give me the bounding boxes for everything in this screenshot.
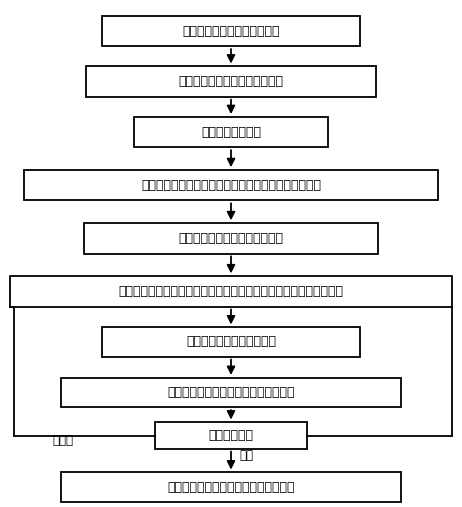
Bar xyxy=(61,378,401,407)
Text: 计算得到各支路电流和各负荷节点电压: 计算得到各支路电流和各负荷节点电压 xyxy=(167,386,295,399)
Text: 确定各负荷节点电压初始值: 确定各负荷节点电压初始值 xyxy=(186,336,276,348)
Bar xyxy=(84,223,378,254)
Bar xyxy=(134,117,328,148)
Text: 构造支路节点关联矩阵，回路路径矩阵和回路阻抗矩阵: 构造支路节点关联矩阵，回路路径矩阵和回路阻抗矩阵 xyxy=(141,179,321,192)
Text: 构造辐射型电路的路径矩阵，支路阻抗矩阵和节点负荷的复功率矩阵: 构造辐射型电路的路径矩阵，支路阻抗矩阵和节点负荷的复功率矩阵 xyxy=(118,285,344,298)
Bar xyxy=(86,66,376,97)
Text: 收敛: 收敛 xyxy=(239,449,253,462)
Text: 判定收敛条件: 判定收敛条件 xyxy=(208,429,254,442)
Text: 不收敛: 不收敛 xyxy=(52,434,73,447)
Bar xyxy=(24,170,438,200)
Text: 构造基础数据矩阵: 构造基础数据矩阵 xyxy=(201,126,261,138)
Bar xyxy=(102,328,360,356)
Text: 建立环网型配电系统电路模型: 建立环网型配电系统电路模型 xyxy=(182,24,280,38)
Text: 计算得到各支路潮流和各负荷节点电压: 计算得到各支路潮流和各负荷节点电压 xyxy=(167,481,295,494)
Text: 将环网型电路等效为辐射型电路: 将环网型电路等效为辐射型电路 xyxy=(178,232,284,245)
Bar xyxy=(10,276,452,307)
Bar xyxy=(102,16,360,46)
Bar xyxy=(155,422,307,449)
Text: 对电路模型进行支路和节点编号: 对电路模型进行支路和节点编号 xyxy=(178,75,284,88)
Bar xyxy=(61,473,401,502)
